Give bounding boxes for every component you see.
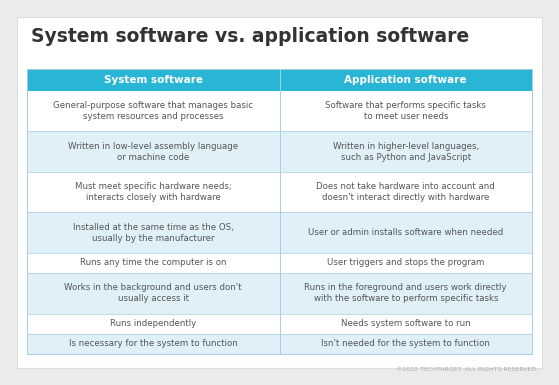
Text: Written in higher-level languages,
such as Python and JavaScript: Written in higher-level languages, such … <box>333 142 479 162</box>
FancyBboxPatch shape <box>27 69 532 91</box>
FancyBboxPatch shape <box>27 131 532 172</box>
Text: Runs in the foreground and users work directly
with the software to perform spec: Runs in the foreground and users work di… <box>305 283 507 303</box>
Text: Runs any time the computer is on: Runs any time the computer is on <box>80 258 226 268</box>
Text: Runs independently: Runs independently <box>110 319 196 328</box>
FancyBboxPatch shape <box>27 91 532 131</box>
Text: Must meet specific hardware needs;
interacts closely with hardware: Must meet specific hardware needs; inter… <box>75 182 231 202</box>
FancyBboxPatch shape <box>17 17 542 368</box>
FancyBboxPatch shape <box>27 213 532 253</box>
Text: System software vs. application software: System software vs. application software <box>31 27 469 46</box>
Text: ©2022 TECHTARGET. ALL RIGHTS RESERVED.: ©2022 TECHTARGET. ALL RIGHTS RESERVED. <box>396 367 538 372</box>
Text: Is necessary for the system to function: Is necessary for the system to function <box>69 340 238 348</box>
Text: Works in the background and users don't
usually access it: Works in the background and users don't … <box>64 283 242 303</box>
Text: Application software: Application software <box>344 75 467 85</box>
FancyBboxPatch shape <box>27 253 532 273</box>
FancyBboxPatch shape <box>27 334 532 354</box>
Text: General-purpose software that manages basic
system resources and processes: General-purpose software that manages ba… <box>53 101 253 121</box>
FancyBboxPatch shape <box>27 273 532 313</box>
Text: Written in low-level assembly language
or machine code: Written in low-level assembly language o… <box>68 142 238 162</box>
Text: User triggers and stops the program: User triggers and stops the program <box>327 258 485 268</box>
Text: Isn't needed for the system to function: Isn't needed for the system to function <box>321 340 490 348</box>
FancyBboxPatch shape <box>27 172 532 213</box>
FancyBboxPatch shape <box>27 313 532 334</box>
Text: System software: System software <box>104 75 203 85</box>
Text: Installed at the same time as the OS,
usually by the manufacturer: Installed at the same time as the OS, us… <box>73 223 234 243</box>
Text: User or admin installs software when needed: User or admin installs software when nee… <box>308 228 503 237</box>
Text: Needs system software to run: Needs system software to run <box>341 319 471 328</box>
Text: Software that performs specific tasks
to meet user needs: Software that performs specific tasks to… <box>325 101 486 121</box>
Text: Does not take hardware into account and
doesn't interact directly with hardware: Does not take hardware into account and … <box>316 182 495 202</box>
